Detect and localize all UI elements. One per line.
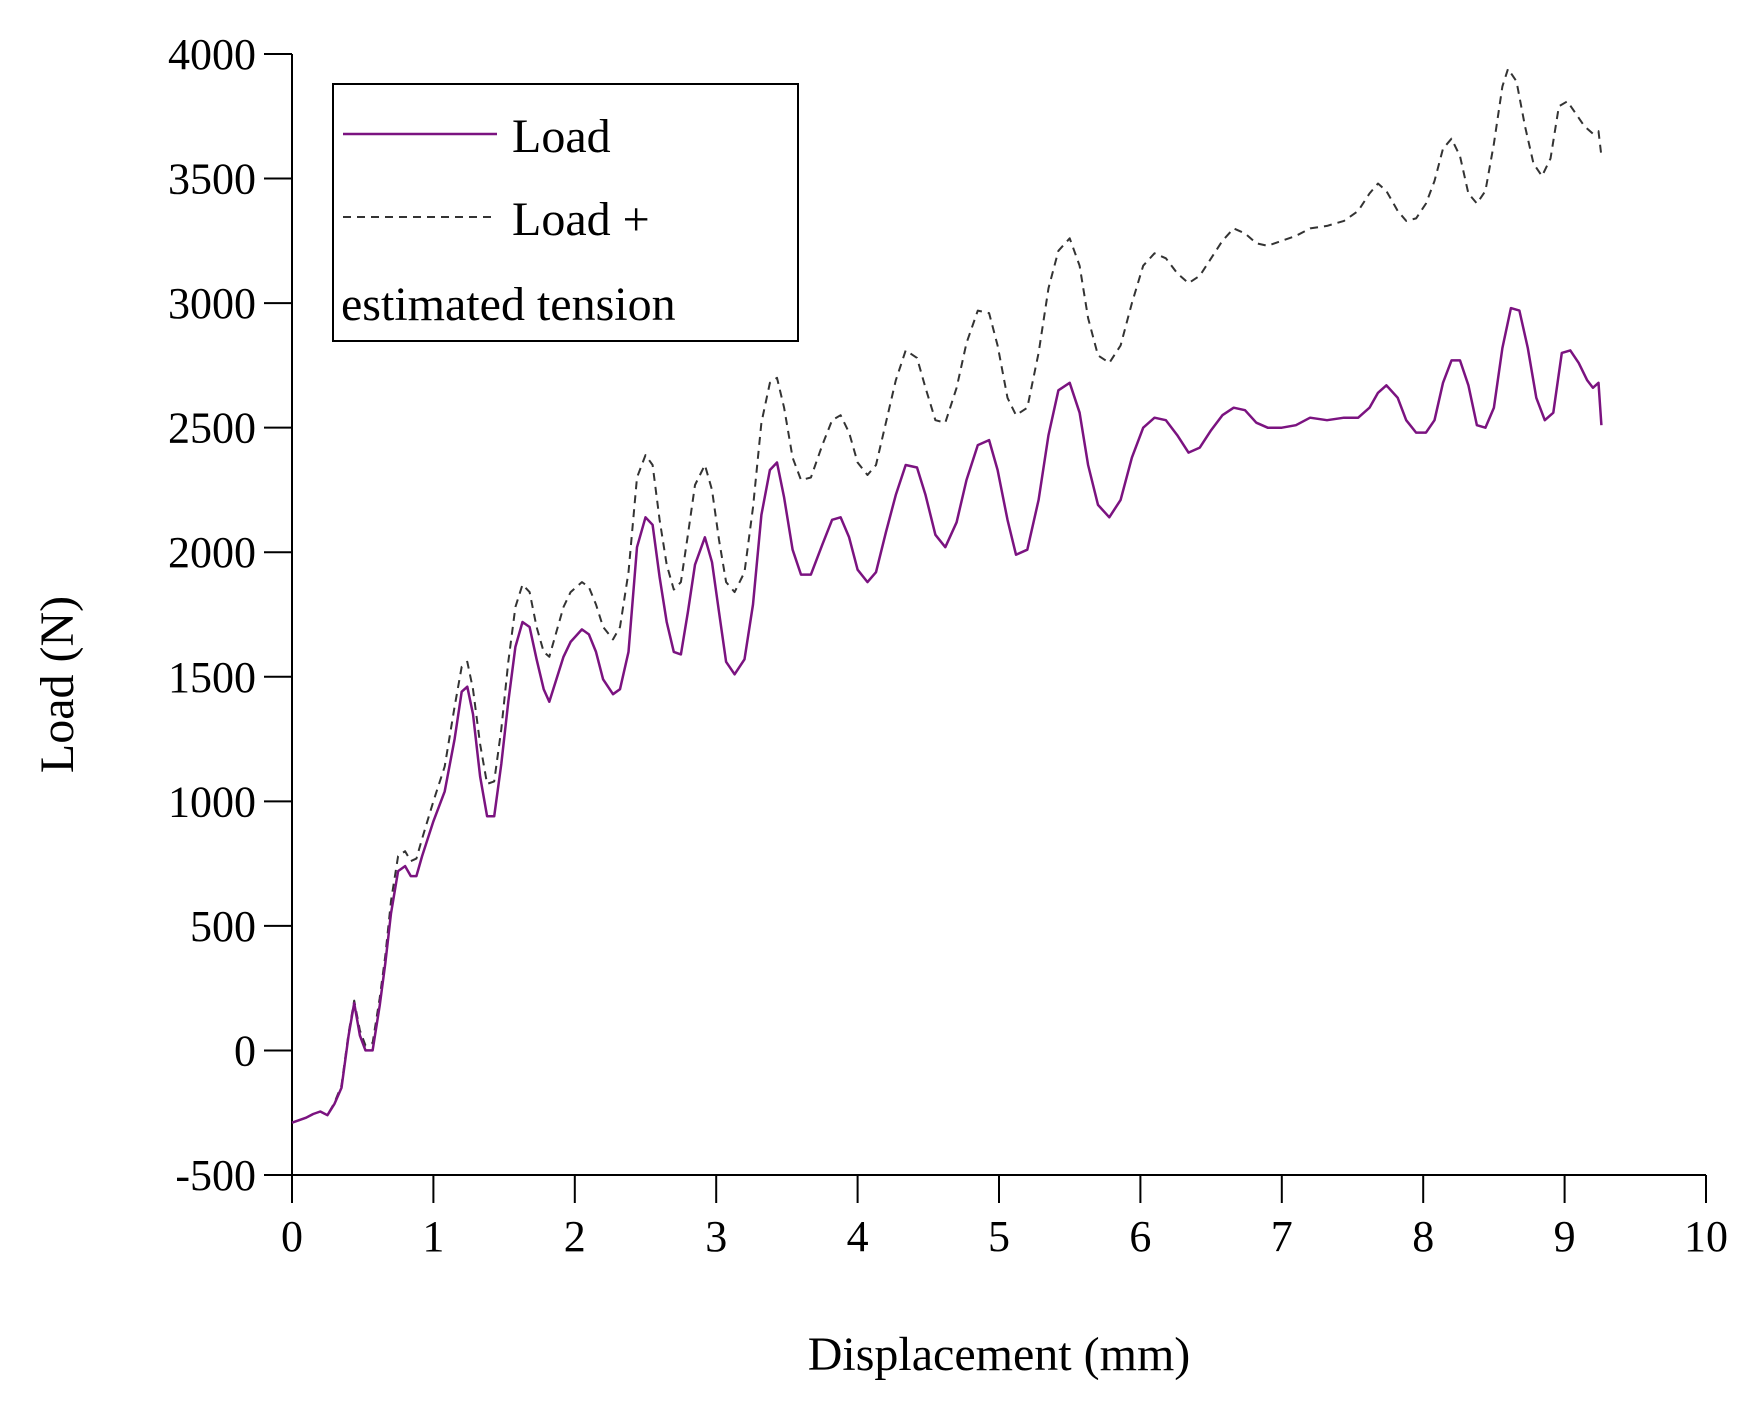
y-axis-title: Load (N): [31, 596, 84, 773]
legend-box: [332, 83, 799, 342]
x-tick-label: 7: [1271, 1212, 1293, 1261]
x-tick-label: 10: [1684, 1212, 1728, 1261]
series-layer: [291, 67, 1603, 1124]
y-tick-label: 4000: [168, 30, 256, 79]
x-tick-label: 0: [281, 1212, 303, 1261]
y-tick-label: 500: [190, 902, 256, 951]
y-tick-label: 1000: [168, 777, 256, 826]
x-tick-label: 2: [564, 1212, 586, 1261]
y-tick-label: 0: [234, 1026, 256, 1075]
x-tick-label: 5: [988, 1212, 1010, 1261]
x-tick-label: 4: [847, 1212, 869, 1261]
series-line-load-estimated-tension: [291, 67, 1603, 1124]
series-line-load: [291, 306, 1603, 1124]
y-tick-label: 2500: [168, 404, 256, 453]
y-tick-label: 1500: [168, 653, 256, 702]
x-tick-label: 6: [1129, 1212, 1151, 1261]
y-tick-label: 3500: [168, 155, 256, 204]
legend-entry-load: Load: [512, 110, 611, 163]
y-tick-label: 3000: [168, 279, 256, 328]
axes: -500 0 500 1000 1500 2000 2500 3000 3500 4000 0 1 2 3…: [31, 30, 1728, 1381]
legend-entry-load-tension-line1: Load +: [512, 193, 650, 246]
x-tick-label: 8: [1412, 1212, 1434, 1261]
x-tick-label: 9: [1554, 1212, 1576, 1261]
legend: Load Load + estimated tension: [332, 83, 799, 342]
y-tick-label: -500: [175, 1151, 256, 1200]
x-axis-title: Displacement (mm): [808, 1328, 1191, 1381]
x-tick-label: 3: [705, 1212, 727, 1261]
x-tick-label: 1: [422, 1212, 444, 1261]
y-tick-label: 2000: [168, 528, 256, 577]
legend-entry-load-tension-line2: estimated tension: [341, 278, 676, 331]
